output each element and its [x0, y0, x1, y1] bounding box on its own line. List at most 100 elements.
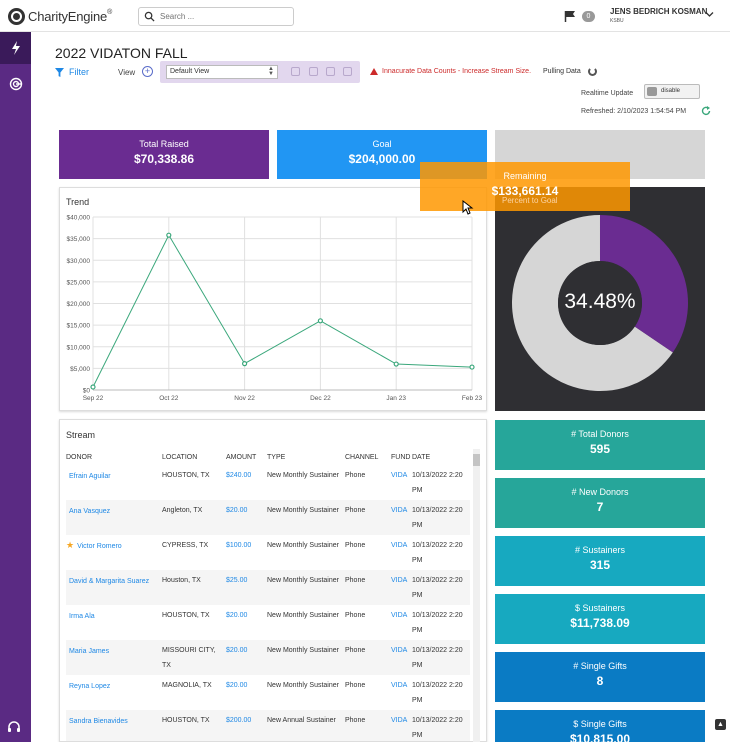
location-cell: CYPRESS, TX	[162, 542, 209, 549]
amount-link[interactable]: $200.00	[226, 717, 252, 724]
donor-link[interactable]: Victor Romero	[77, 543, 122, 550]
amount-cell[interactable]: $200.00	[226, 710, 267, 741]
fund-cell[interactable]: VIDA	[391, 605, 412, 640]
donor-cell[interactable]: Ana Vasquez	[66, 500, 162, 535]
fund-link[interactable]: VIDA	[391, 717, 408, 724]
remaining-label: Remaining	[503, 171, 547, 181]
location-cell: Houston, TX	[162, 570, 226, 605]
donor-cell[interactable]: Maria James	[66, 640, 162, 675]
donor-cell[interactable]: Sandra Bienavides	[66, 710, 162, 741]
notification-badge[interactable]: 0	[582, 11, 595, 22]
column-header-channel[interactable]: CHANNEL	[345, 454, 379, 461]
sidebar-item-campaign[interactable]	[0, 68, 31, 100]
column-header-location[interactable]: LOCATION	[162, 454, 198, 461]
column-header-donor[interactable]: DONOR	[66, 454, 93, 461]
table-header-row: DONOR LOCATION AMOUNT TYPE CHANNEL FUND …	[66, 450, 470, 465]
fund-cell[interactable]: VIDA	[391, 500, 412, 535]
amount-cell[interactable]: $100.00	[226, 535, 267, 570]
amount-link[interactable]: $20.00	[226, 682, 248, 689]
view-select[interactable]: Default View ▲ ▼	[166, 65, 278, 79]
refresh-icon[interactable]	[701, 106, 711, 116]
scroll-top-button[interactable]: ▲	[715, 719, 726, 730]
trend-card: Trend $0 $5,000 $10,000 $15,000 $20,000 $25,0…	[59, 187, 487, 411]
sidebar-item-lightning[interactable]	[0, 32, 31, 64]
fund-cell[interactable]: VIDA	[391, 535, 412, 570]
donut-raised-slice	[600, 215, 688, 353]
table-row[interactable]: David & Margarita Suarez Houston, TX $25.0…	[66, 570, 470, 605]
total-raised-value: $70,338.86	[133, 152, 195, 166]
search-box[interactable]	[138, 7, 294, 26]
x-tick-label: Nov 22	[234, 395, 255, 402]
fund-cell[interactable]: VIDA	[391, 675, 412, 710]
donor-link[interactable]: Maria James	[69, 648, 110, 655]
amount-link[interactable]: $20.00	[226, 612, 248, 619]
headset-icon[interactable]	[6, 720, 22, 734]
save-icon[interactable]	[309, 67, 318, 76]
fund-link[interactable]: VIDA	[391, 577, 408, 584]
column-header-amount[interactable]: AMOUNT	[226, 454, 257, 461]
remaining-tile[interactable]: Remaining $133,661.14 Percent to Goal	[420, 162, 630, 211]
edit-icon[interactable]	[326, 67, 335, 76]
donor-link[interactable]: Efrain Aguilar	[69, 473, 111, 480]
location-cell: HOUSTON, TX	[162, 472, 210, 479]
amount-link[interactable]: $240.00	[226, 472, 252, 479]
column-header-type[interactable]: TYPE	[267, 454, 286, 461]
realtime-toggle[interactable]: disable	[644, 84, 700, 99]
donor-cell[interactable]: Irma Ala	[66, 605, 162, 640]
table-row[interactable]: Reyna Lopez MAGNOLIA, TX $20.00 New Monthly…	[66, 675, 470, 710]
donor-link[interactable]: David & Margarita Suarez	[69, 578, 150, 585]
trend-data-point	[393, 361, 399, 367]
charityengine-logo[interactable]: CharityEngine®	[8, 7, 112, 25]
donor-link[interactable]: Irma Ala	[69, 613, 95, 620]
amount-link[interactable]: $20.00	[226, 507, 248, 514]
fund-cell[interactable]: VIDA	[391, 465, 412, 500]
column-header-fund[interactable]: FUND	[391, 454, 411, 461]
amount-cell[interactable]: $20.00	[226, 675, 267, 710]
fund-cell[interactable]: VIDA	[391, 570, 412, 605]
fund-link[interactable]: VIDA	[391, 647, 408, 654]
flag-icon[interactable]	[564, 10, 576, 22]
amount-cell[interactable]: $20.00	[226, 605, 267, 640]
table-row[interactable]: Ana Vasquez Angleton, TX $20.00 New Monthly…	[66, 500, 470, 535]
amount-link[interactable]: $25.00	[226, 577, 248, 584]
metric-value: $11,738.09	[570, 616, 630, 630]
add-view-button[interactable]: +	[142, 66, 153, 77]
total-raised-tile: Total Raised $70,338.86	[59, 130, 269, 179]
filter-button[interactable]: Filter	[55, 67, 89, 77]
donor-cell[interactable]: ★ Victor Romero	[66, 535, 162, 570]
donor-cell[interactable]: David & Margarita Suarez	[66, 570, 162, 605]
amount-link[interactable]: $20.00	[226, 647, 248, 654]
user-name[interactable]: JENS BEDRICH KOSMAN	[610, 7, 708, 16]
chevron-down-icon[interactable]	[705, 11, 714, 18]
table-row[interactable]: Irma Ala HOUSTON, TX $20.00 New Monthly Sus…	[66, 605, 470, 640]
donor-link[interactable]: Sandra Bienavides	[69, 718, 128, 725]
table-row[interactable]: Sandra Bienavides HOUSTON, TX $200.00 New A…	[66, 710, 470, 741]
donut-hole	[558, 261, 642, 345]
amount-cell[interactable]: $20.00	[226, 500, 267, 535]
amount-cell[interactable]: $25.00	[226, 570, 267, 605]
amount-link[interactable]: $100.00	[226, 542, 252, 549]
search-input[interactable]	[160, 12, 280, 21]
amount-cell[interactable]: $240.00	[226, 465, 267, 500]
fund-link[interactable]: VIDA	[391, 612, 408, 619]
column-header-date[interactable]: DATE	[412, 454, 431, 461]
stream-scroll-thumb[interactable]	[473, 454, 480, 466]
fund-link[interactable]: VIDA	[391, 507, 408, 514]
table-row[interactable]: Efrain Aguilar HOUSTON, TX $240.00 New Mont…	[66, 465, 470, 500]
donor-link[interactable]: Reyna Lopez	[69, 683, 111, 690]
y-tick-label: $25,000	[67, 279, 91, 286]
donor-cell[interactable]: Efrain Aguilar	[66, 465, 162, 500]
table-row[interactable]: ★ Victor Romero CYPRESS, TX $100.00 New Mont…	[66, 535, 470, 570]
stream-scrollbar[interactable]	[473, 449, 480, 742]
table-row[interactable]: Maria James MISSOURI CITY, TX $20.00 New Mo…	[66, 640, 470, 675]
donor-cell[interactable]: Reyna Lopez	[66, 675, 162, 710]
fund-cell[interactable]: VIDA	[391, 640, 412, 675]
amount-cell[interactable]: $20.00	[226, 640, 267, 675]
delete-icon[interactable]	[343, 67, 352, 76]
fund-link[interactable]: VIDA	[391, 542, 408, 549]
fund-link[interactable]: VIDA	[391, 682, 408, 689]
donor-link[interactable]: Ana Vasquez	[69, 508, 111, 515]
copy-icon[interactable]	[291, 67, 300, 76]
fund-cell[interactable]: VIDA	[391, 710, 412, 741]
fund-link[interactable]: VIDA	[391, 472, 408, 479]
